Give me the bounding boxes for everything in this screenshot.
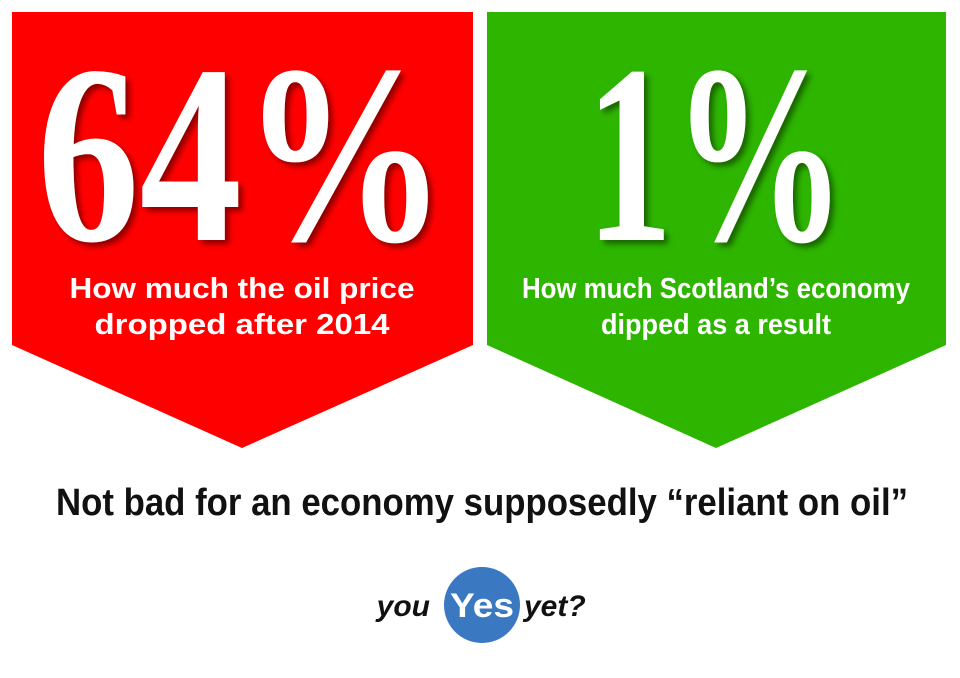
- caption: How much the oil price: [70, 273, 415, 305]
- logo-circle: [444, 567, 520, 643]
- stat: 1%: [586, 14, 846, 296]
- red-panel: [12, 12, 473, 448]
- green-panel: [487, 12, 946, 448]
- caption: How much Scotland’s economy: [522, 273, 910, 305]
- caption: dipped as a result: [601, 309, 831, 341]
- tagline: Not bad for an economy supposedly “relia…: [56, 482, 908, 524]
- logo-word: Yes: [450, 587, 514, 625]
- logo-text: yet?: [522, 590, 586, 623]
- caption: dropped after 2014: [95, 309, 390, 341]
- stat: 64%: [37, 14, 447, 296]
- logo-text: you: [375, 590, 430, 623]
